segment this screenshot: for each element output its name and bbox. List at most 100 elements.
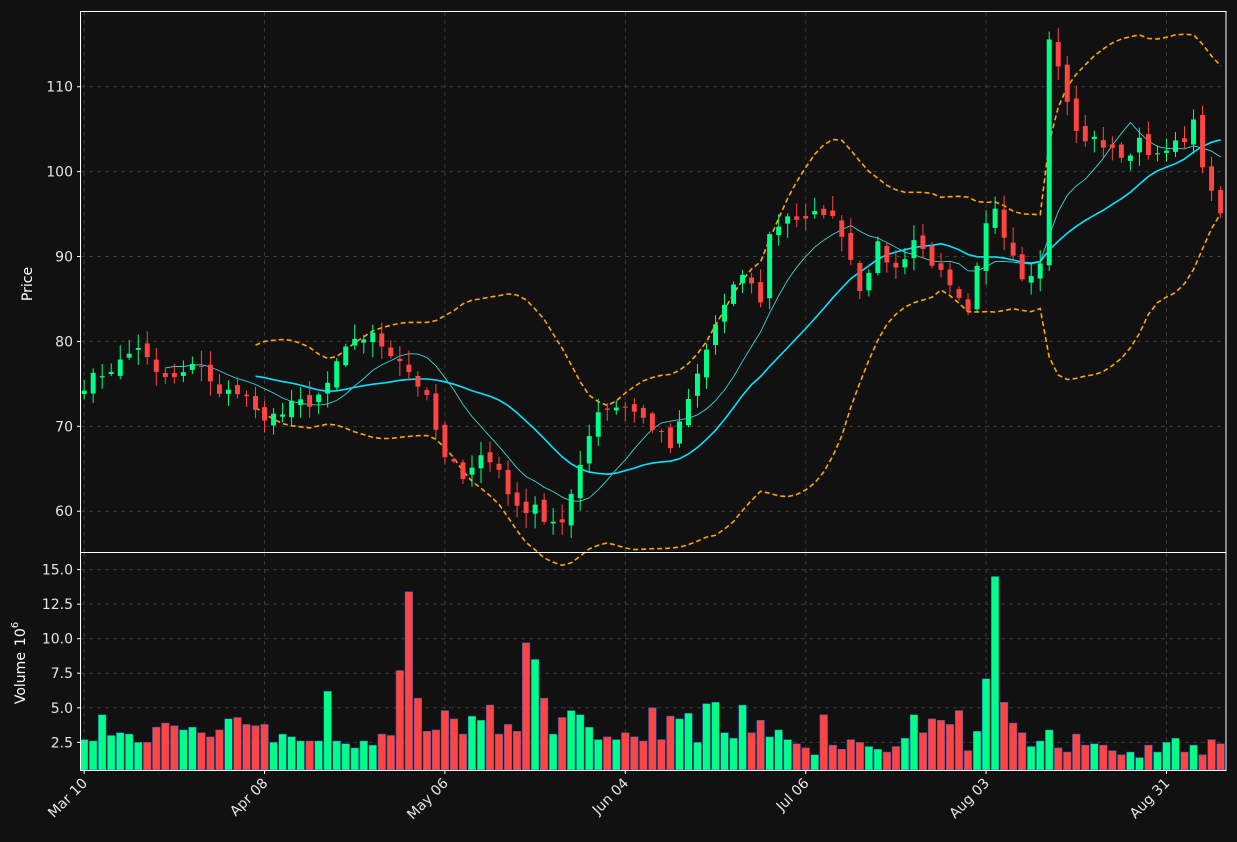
volume-bar [107,735,116,771]
candle-body [812,211,818,215]
candle-body [920,235,926,249]
candle-body [162,372,168,377]
volume-bar [846,739,855,771]
candle-body [902,259,908,268]
candle-body [821,208,827,216]
candle-body [1145,134,1151,156]
candle-body [108,371,114,374]
volume-bar [224,718,233,771]
bollinger-upper-line [255,33,1222,407]
volume-bar [963,750,973,771]
volume-y-tick-label: 7.5 [51,666,73,682]
candle-body [505,469,511,495]
volume-bar [936,719,946,771]
candle-body [153,359,159,372]
volume-panel-frame [80,552,1227,771]
candle-body [235,385,240,395]
candle-body [433,393,439,430]
candle-body [117,359,123,376]
candle-body [1109,144,1115,148]
volume-y-tick-label: 5.0 [51,701,73,717]
volume-bar [80,739,89,771]
candle-body [532,504,538,514]
volume-bar [639,740,648,771]
volume-bar [296,740,305,771]
volume-bar [359,740,368,771]
candle-body [713,324,718,346]
volume-bar [251,725,260,771]
candle-body [613,407,619,411]
volume-bar [756,719,765,771]
candle-body [676,421,682,444]
candle-body [1127,155,1133,161]
candle-body [704,349,709,378]
volume-bar [765,736,774,771]
volume-bar [675,718,684,771]
candle-body [171,372,177,378]
volume-bar [116,732,125,771]
volume-bar [792,743,801,771]
volume-bar [1189,744,1198,771]
candle-body [658,431,664,433]
candle-body [794,216,800,220]
volume-bar [143,742,152,771]
candle-body [442,424,448,458]
volume-bar [1054,747,1063,771]
volume-bar [1072,733,1081,771]
candle-body [1073,98,1079,131]
volume-bar [89,740,98,771]
volume-bar [386,735,395,771]
volume-bar [1063,751,1072,771]
candle-body [424,390,430,395]
volume-bar [440,710,450,771]
volume-axis-label-exponent: 6 [10,622,21,628]
volume-bar [972,731,982,771]
candle-body [577,464,583,499]
volume-bar [1000,702,1009,771]
volume-bar [567,710,576,771]
candle-body [1037,263,1043,279]
volume-bar [1045,729,1054,771]
volume-y-tick-label: 2.5 [51,735,73,751]
volume-bar [585,726,594,771]
ma-short-line [165,121,1221,502]
candle-body [929,245,935,266]
volume-bar [991,576,1000,771]
volume-bar [503,724,513,771]
volume-bar [1081,744,1090,771]
candle-body [1055,41,1061,67]
volume-bar [494,733,504,771]
volume-bar [179,729,188,771]
volume-bar [341,743,350,771]
volume-bar [738,704,747,771]
volume-bar [368,744,377,771]
volume-bar [1009,722,1018,771]
price-y-tick-label: 90 [55,250,73,266]
candle-body [550,521,556,524]
candle-body [225,389,231,394]
volume-bar [323,690,332,771]
price-y-tick-label: 100 [46,165,73,181]
candle-body [649,413,655,430]
candle-body [361,339,367,343]
candle-body [722,304,728,322]
volume-bar [332,740,341,771]
price-y-tick-label: 60 [55,504,73,520]
volume-bar [1099,744,1108,771]
candle-body [622,406,628,408]
candle-body [694,373,700,396]
volume-bar [206,736,215,771]
candle-body [81,390,87,395]
volume-bar [1018,732,1027,771]
candle-body [740,274,746,284]
candle-body [956,289,962,298]
candle-body [343,346,349,366]
candle-body [370,332,376,343]
volume-bar [1126,751,1135,771]
volume-bar [693,742,702,771]
candle-body [1136,137,1142,153]
candle-body [559,519,565,523]
volume-bar [927,718,937,771]
volume-y-tick-label: 15.0 [42,563,73,579]
